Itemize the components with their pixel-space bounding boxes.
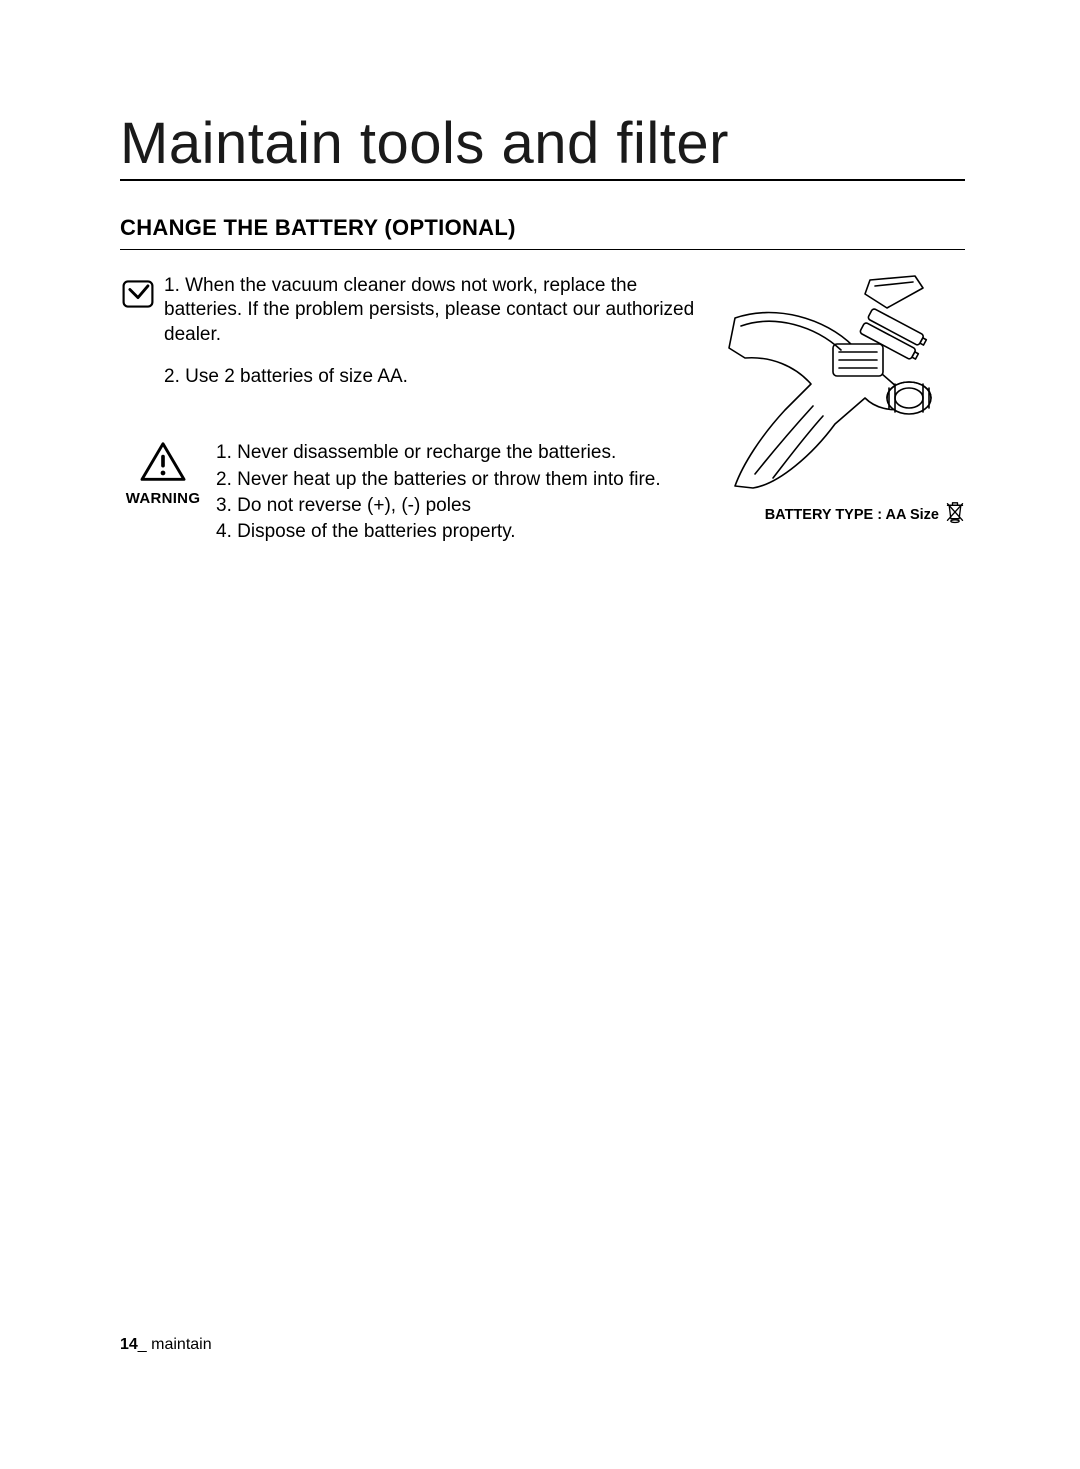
- figure-column: BATTERY TYPE : AA Size: [715, 274, 965, 547]
- figure-caption: BATTERY TYPE : AA Size: [765, 507, 939, 523]
- warning-block: WARNING 1. Never disassemble or recharge…: [120, 441, 695, 546]
- battery-handle-illustration: [715, 274, 955, 494]
- page-footer: 14_ maintain: [120, 1336, 212, 1354]
- footer-section: maintain: [151, 1336, 211, 1353]
- note-icon: [120, 276, 156, 317]
- warning-icon-column: WARNING: [120, 441, 206, 507]
- note-text: 1. When the vacuum cleaner dows not work…: [164, 274, 695, 393]
- no-dispose-bin-icon: [945, 500, 965, 529]
- figure-caption-row: BATTERY TYPE : AA Size: [715, 500, 965, 529]
- content-row: 1. When the vacuum cleaner dows not work…: [120, 274, 965, 547]
- warning-item: 2. Never heat up the batteries or throw …: [216, 468, 695, 492]
- warning-item: 3. Do not reverse (+), (-) poles: [216, 494, 695, 518]
- text-column: 1. When the vacuum cleaner dows not work…: [120, 274, 695, 547]
- page-number: 14: [120, 1336, 138, 1353]
- warning-item: 1. Never disassemble or recharge the bat…: [216, 441, 695, 465]
- manual-page: Maintain tools and filter CHANGE THE BAT…: [0, 0, 1080, 1469]
- warning-icon: [120, 441, 206, 488]
- section-heading: CHANGE THE BATTERY (OPTIONAL): [120, 215, 965, 250]
- note-item: 1. When the vacuum cleaner dows not work…: [164, 274, 695, 347]
- warning-text: 1. Never disassemble or recharge the bat…: [216, 441, 695, 546]
- footer-separator: _: [138, 1336, 151, 1353]
- warning-item: 4. Dispose of the batteries property.: [216, 520, 695, 544]
- note-block: 1. When the vacuum cleaner dows not work…: [120, 274, 695, 393]
- note-item: 2. Use 2 batteries of size AA.: [164, 365, 695, 389]
- page-title: Maintain tools and filter: [120, 110, 965, 181]
- warning-label: WARNING: [120, 490, 206, 507]
